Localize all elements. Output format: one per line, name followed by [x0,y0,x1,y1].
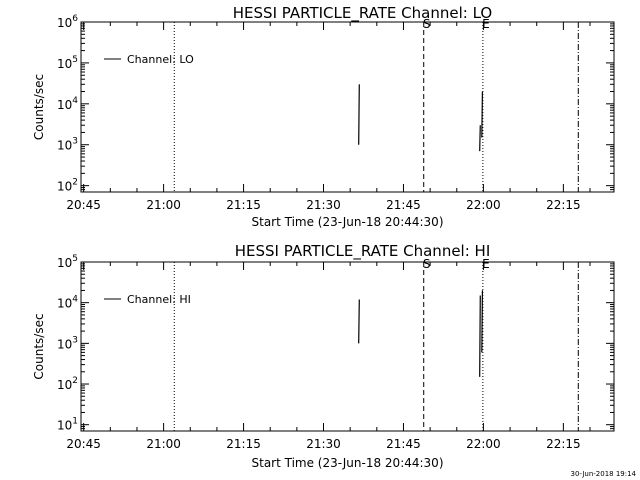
footer-timestamp: 30-Jun-2018 19:14 [571,470,637,478]
plot-1-x-tick-label: 22:00 [466,198,501,212]
plot-1-y-tick-label: 104 [57,96,78,112]
plot-1-x-axis-label: Start Time (23-Jun-18 20:44:30) [252,215,444,229]
plot-1-title: HESSI PARTICLE_RATE Channel: LO [233,4,492,23]
plot-2-marker-label: E [482,257,490,271]
plot-2-y-tick-label: 105 [57,254,78,270]
plot-2-y-tick-label: 101 [57,417,78,433]
plot-2-data-segment [481,290,484,353]
plot-2-y-axis-label: Counts/sec [32,313,46,379]
plot-2-title: HESSI PARTICLE_RATE Channel: HI [235,242,491,261]
plot-1-x-tick-label: 22:15 [546,198,581,212]
plot-2-x-tick-label: 21:45 [386,437,421,451]
plot-1-data-segment [479,125,481,152]
plot-1-y-axis-label: Counts/sec [32,74,46,140]
plot-2-x-tick-label: 21:00 [146,437,181,451]
plot-1-marker-label: S [423,17,431,31]
plot-2-legend-label: Channel: HI [127,293,191,306]
plot-1-marker-label: E [482,17,490,31]
plot-1-y-tick-label: 103 [57,137,78,153]
plot-1-x-tick-label: 20:45 [66,198,101,212]
plot-2-marker-label: S [423,257,431,271]
plot-1-frame [80,21,615,193]
plot-1-x-tick-label: 21:45 [386,198,421,212]
plot-2-x-tick-label: 21:30 [306,437,341,451]
plot-1-x-tick-label: 21:30 [306,198,341,212]
plot-1-x-tick-label: 21:00 [146,198,181,212]
plot-1-y-tick-label: 102 [57,178,78,194]
plot-2-y-tick-label: 102 [57,376,78,392]
plot-2-x-tick-label: 22:00 [466,437,501,451]
plot-2-x-tick-label: 22:15 [546,437,581,451]
plot-1-legend-label: Channel: LO [127,53,194,66]
plot-1-x-tick-label: 21:15 [226,198,261,212]
plot-channel-lo: HESSI PARTICLE_RATE Channel: LO 20:45 21:0… [32,4,615,229]
plot-channel-hi: HESSI PARTICLE_RATE Channel: HI 20:45 21:0… [32,242,615,470]
plot-1-data-segment [358,84,360,145]
plot-2-y-tick-label: 103 [57,335,78,351]
plot-1-data-segment [481,91,484,138]
plot-2-frame [80,261,615,432]
plot-2-x-tick-label: 21:15 [226,437,261,451]
plot-2-data-segment [358,299,360,344]
plot-2-data-segment [479,295,481,377]
plot-2-x-axis-label: Start Time (23-Jun-18 20:44:30) [252,456,444,470]
plot-2-y-tick-label: 104 [57,295,78,311]
plot-1-y-tick-label: 105 [57,55,78,71]
plot-1-y-tick-label: 106 [57,14,78,30]
plot-2-x-tick-label: 20:45 [66,437,101,451]
